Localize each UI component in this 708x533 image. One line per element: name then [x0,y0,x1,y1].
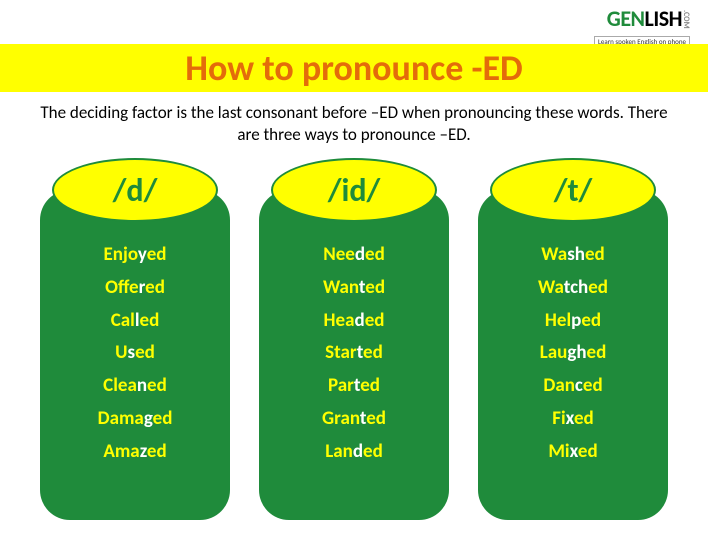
word-pre: Gran [322,407,360,430]
word-post: ed [365,309,385,332]
word-post: ed [365,243,385,266]
page-title: How to pronounce -ED [185,46,523,90]
word-item: Watched [488,277,658,300]
word-item: Landed [269,441,439,464]
word-item: Laughed [488,342,658,365]
subtitle: The deciding factor is the last consonan… [0,98,708,146]
word-highlight: x [566,407,574,430]
word-item: Helped [488,310,658,333]
word-highlight: sh [567,243,585,266]
word-item: Called [50,310,220,333]
word-item: Granted [269,408,439,431]
word-item: Started [269,342,439,365]
word-post: ed [578,440,598,463]
word-highlight: d [355,243,365,266]
word-post: ed [145,276,165,299]
word-item: Amazed [50,441,220,464]
word-pre: Ama [103,440,139,463]
word-item: Parted [269,375,439,398]
word-box: WashedWatchedHelpedLaughedDancedFixedMix… [478,190,668,520]
word-pre: Wan [323,276,359,299]
word-post: ed [581,309,601,332]
word-post: ed [140,309,160,332]
word-pre: Wa [541,243,567,266]
word-item: Fixed [488,408,658,431]
sound-column: /d/EnjoyedOfferedCalledUsedCleanedDamage… [35,158,235,520]
word-item: Danced [488,375,658,398]
word-pre: Enjo [104,243,138,266]
word-pre: Cal [111,309,135,332]
word-item: Needed [269,244,439,267]
word-post: ed [588,276,608,299]
word-pre: Lan [325,440,353,463]
word-pre: Lau [540,341,568,364]
word-box: EnjoyedOfferedCalledUsedCleanedDamagedAm… [40,190,230,520]
logo-com: .COM [682,10,690,29]
word-item: Cleaned [50,375,220,398]
word-box: NeededWantedHeadedStartedPartedGrantedLa… [259,190,449,520]
sound-pill: /t/ [490,158,656,222]
logo-gen: GEN [607,5,645,32]
word-item: Damaged [50,408,220,431]
word-post: ed [365,276,385,299]
word-pre: Wa [538,276,564,299]
word-post: ed [587,341,607,364]
word-highlight: x [570,440,578,463]
word-post: ed [585,243,605,266]
word-post: ed [153,407,173,430]
word-pre: Fi [552,407,565,430]
word-highlight: g [144,407,153,430]
word-highlight: y [138,243,147,266]
word-highlight: s [128,341,136,364]
word-pre: Hel [545,309,571,332]
word-highlight: p [571,309,581,332]
word-item: Washed [488,244,658,267]
word-highlight: d [353,440,363,463]
word-pre: Nee [323,243,355,266]
word-highlight: z [140,440,147,463]
word-pre: Offe [105,276,139,299]
word-pre: Hea [324,309,355,332]
word-highlight: c [575,374,583,397]
title-bar: How to pronounce -ED [0,44,708,92]
word-pre: Par [328,374,354,397]
word-pre: Dama [98,407,144,430]
sound-pill: /id/ [271,158,437,222]
word-pre: Dan [543,374,575,397]
sound-column: /id/NeededWantedHeadedStartedPartedGrant… [254,158,454,520]
logo-text: GENLISH.COM [594,8,690,30]
word-post: ed [363,440,383,463]
word-post: ed [360,374,380,397]
word-highlight: n [137,374,147,397]
word-post: ed [147,374,167,397]
word-pre: Star [325,341,357,364]
word-item: Used [50,342,220,365]
logo-lish: LISH [645,5,682,32]
word-pre: Mi [548,440,569,463]
word-item: Enjoyed [50,244,220,267]
sound-column: /t/WashedWatchedHelpedLaughedDancedFixed… [473,158,673,520]
word-post: ed [583,374,603,397]
sound-pill: /d/ [52,158,218,222]
word-post: ed [574,407,594,430]
word-item: Mixed [488,441,658,464]
word-highlight: tch [564,276,588,299]
word-highlight: gh [567,341,586,364]
word-post: ed [147,440,167,463]
word-post: ed [363,341,383,364]
word-post: ed [147,243,167,266]
word-post: ed [366,407,386,430]
word-pre: Clea [103,374,137,397]
word-pre: U [115,341,127,364]
word-post: ed [135,341,155,364]
word-highlight: d [354,309,364,332]
columns-container: /d/EnjoyedOfferedCalledUsedCleanedDamage… [0,158,708,520]
word-item: Offered [50,277,220,300]
word-item: Headed [269,310,439,333]
brand-logo: GENLISH.COM Learn spoken English on phon… [594,8,690,49]
word-item: Wanted [269,277,439,300]
